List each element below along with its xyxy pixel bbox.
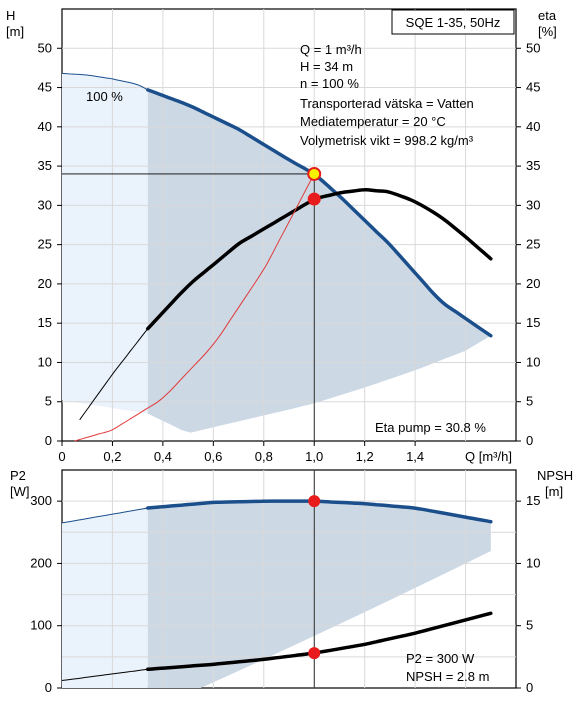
bottom-ticks: 0 100 200 300 0 5 10 15 — [30, 493, 540, 695]
eta-tick-label: 0 — [526, 433, 533, 448]
h-tick-label: 25 — [38, 237, 52, 252]
h-axis-label: H — [6, 8, 15, 23]
eta-tick-label: 20 — [526, 276, 540, 291]
q-tick-label: 1,4 — [406, 449, 424, 464]
q-tick-label: 1,2 — [356, 449, 374, 464]
pump-model-label: SQE 1-35, 50Hz — [406, 15, 501, 30]
p2-tick-label: 100 — [30, 618, 52, 633]
eta-tick-label: 15 — [526, 315, 540, 330]
h-axis-unit: [m] — [6, 24, 24, 39]
p2-axis-label: P2 — [10, 468, 26, 483]
npsh-tick-label: 0 — [526, 680, 533, 695]
recommended-operating-area — [147, 89, 491, 433]
h-curve-extended — [61, 72, 149, 91]
info-line: H = 34 m — [300, 59, 353, 74]
h-tick-label: 5 — [45, 394, 52, 409]
npsh-tick-label: 10 — [526, 555, 540, 570]
h-tick-label: 35 — [38, 158, 52, 173]
p2-tick-label: 300 — [30, 493, 52, 508]
h-tick-label: 0 — [45, 433, 52, 448]
eta-tick-label: 30 — [526, 197, 540, 212]
system-curve — [74, 173, 315, 442]
npsh-value-label: NPSH = 2.8 m — [406, 669, 489, 684]
q-tick-label: 0,4 — [154, 449, 172, 464]
eta-tick-label: 45 — [526, 80, 540, 95]
eta-axis-label: eta — [538, 8, 557, 23]
npsh-tick-label: 15 — [526, 493, 540, 508]
top-grid — [62, 9, 516, 441]
eta-tick-label: 10 — [526, 354, 540, 369]
p2-curve-extended — [61, 507, 148, 524]
info-line: Volymetrisk vikt = 998.2 kg/m³ — [300, 133, 474, 148]
npsh-curve-extended — [61, 668, 148, 681]
h-duty-marker — [307, 166, 322, 181]
q-tick-label: 0,8 — [255, 449, 273, 464]
h-tick-label: 20 — [38, 276, 52, 291]
eta-tick-label: 50 — [526, 40, 540, 55]
info-line: Q = 1 m³/h — [300, 42, 362, 57]
info-line: Transporterad vätska = Vatten — [300, 96, 474, 111]
info-line: Mediatemperatur = 20 °C — [300, 114, 446, 129]
h-tick-label: 15 — [38, 315, 52, 330]
npsh-tick-label: 5 — [526, 618, 533, 633]
p2-axis-unit: [W] — [10, 484, 30, 499]
eta-axis-unit: [%] — [538, 24, 557, 39]
x-axis-label: Q [m³/h] — [465, 449, 512, 464]
h-tick-label: 50 — [38, 40, 52, 55]
q-tick-label: 0 — [58, 449, 65, 464]
p2-value-label: P2 = 300 W — [406, 651, 475, 666]
eta-pump-label: Eta pump = 30.8 % — [375, 420, 486, 435]
q-tick-label: 0,2 — [103, 449, 121, 464]
h-tick-label: 40 — [38, 119, 52, 134]
eta-tick-label: 5 — [526, 394, 533, 409]
eta-tick-label: 25 — [526, 237, 540, 252]
eta-duty-marker — [307, 192, 321, 206]
p2-tick-label: 0 — [45, 680, 52, 695]
npsh-axis-unit: [m] — [545, 484, 563, 499]
info-line: n = 100 % — [300, 76, 359, 91]
eta-tick-label: 35 — [526, 158, 540, 173]
npsh-axis-label: NPSH — [537, 468, 573, 483]
bottom-curves — [61, 470, 493, 688]
h-tick-label: 45 — [38, 80, 52, 95]
q-tick-label: 1,0 — [305, 449, 323, 464]
eta-curve-extended — [79, 328, 149, 421]
q-tick-label: 0,6 — [204, 449, 222, 464]
light-power-area — [62, 508, 148, 688]
p2-tick-label: 200 — [30, 555, 52, 570]
top-curves — [61, 72, 493, 442]
light-operating-area — [62, 73, 148, 414]
power-npsh-panel: 0 100 200 300 0 5 10 15 P2 [W] NPSH [m] P2 = 30… — [10, 468, 573, 695]
h-tick-label: 10 — [38, 354, 52, 369]
info-block: Q = 1 m³/h H = 34 m n = 100 % Transporte… — [300, 42, 474, 148]
curve-speed-label: 100 % — [86, 89, 123, 104]
p2-duty-marker — [308, 495, 321, 508]
top-area-fills — [62, 73, 491, 433]
pump-model-box — [391, 9, 515, 35]
h-tick-label: 30 — [38, 197, 52, 212]
npsh-duty-marker — [308, 647, 321, 660]
eta-tick-label: 40 — [526, 119, 540, 134]
